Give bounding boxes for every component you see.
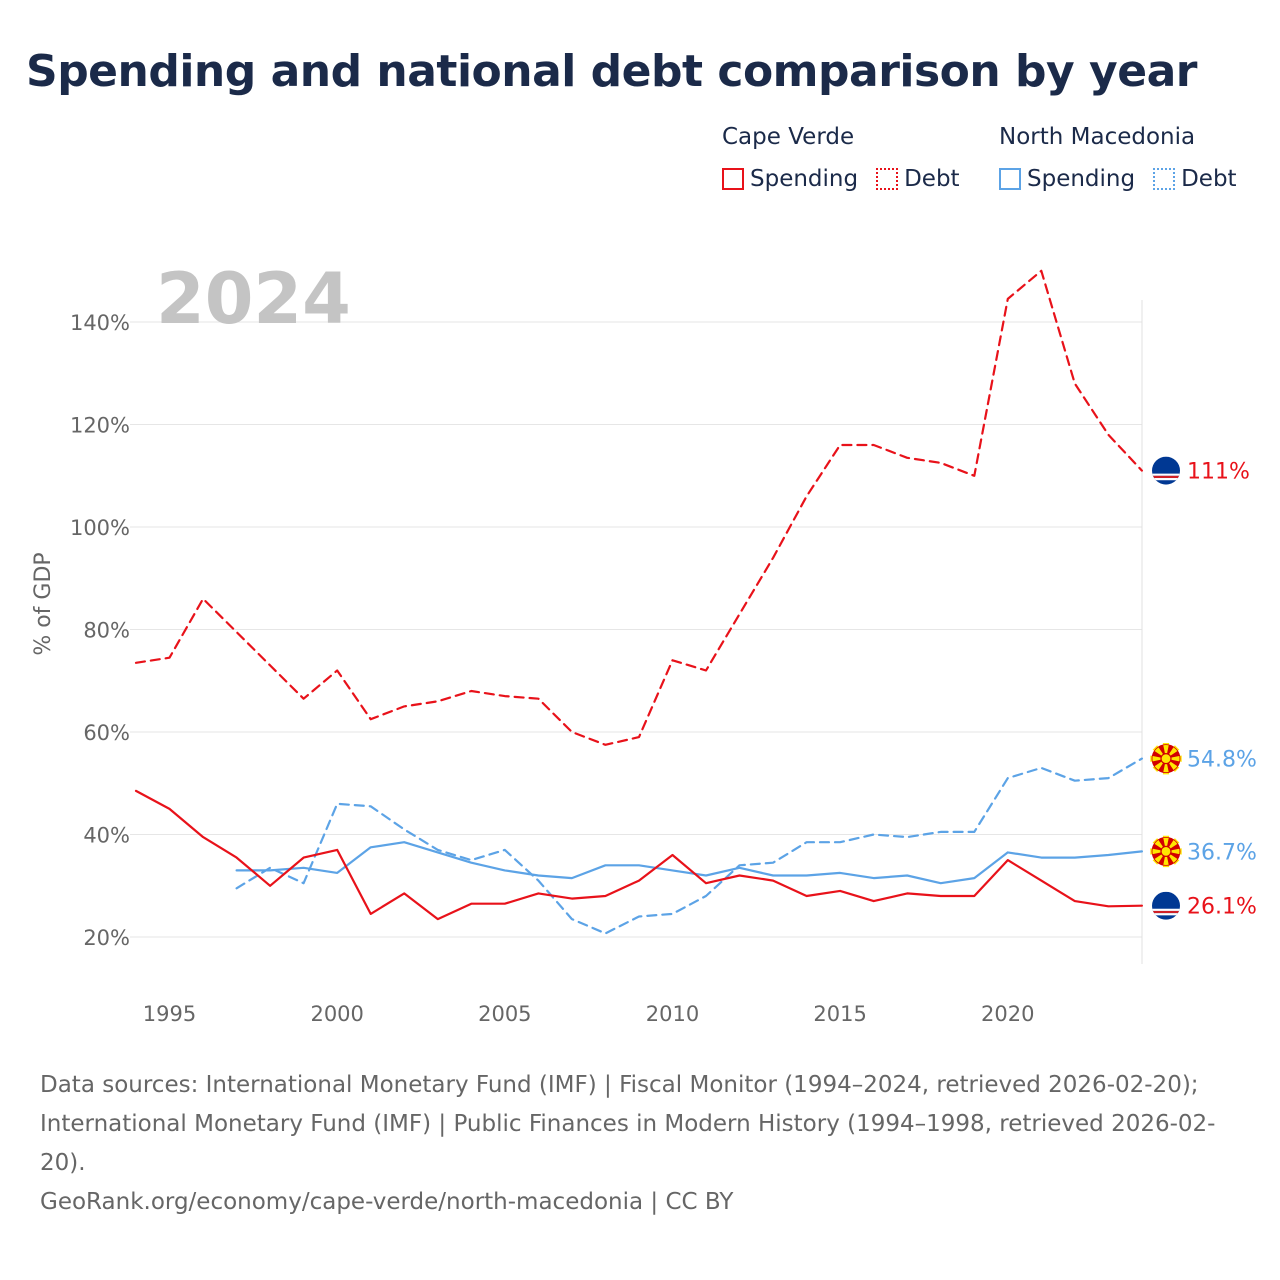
cape-verde-flag-icon: [1152, 456, 1180, 485]
footer: Data sources: International Monetary Fun…: [40, 1066, 1240, 1222]
solid-swatch-icon: [722, 168, 744, 190]
y-axis-label: % of GDP: [31, 552, 56, 655]
x-tick-label: 2020: [981, 1002, 1034, 1026]
series-line-north-macedonia-debt[interactable]: [235, 757, 1144, 935]
legend-item-label: Spending: [750, 166, 859, 192]
dotted-swatch-icon: [876, 168, 899, 190]
credit-link[interactable]: GeoRank.org/economy/cape-verde/north-mac…: [40, 1189, 734, 1215]
solid-swatch-icon: [999, 168, 1021, 190]
north-macedonia-flag-icon: [1150, 742, 1182, 775]
legend-item-label: Spending: [1027, 166, 1136, 192]
y-tick-label: 60%: [83, 721, 130, 745]
x-tick-label: 2000: [310, 1002, 363, 1026]
series-end-label: 26.1%: [1187, 895, 1257, 920]
line-chart: 2024 % of GDP 20% 40% 60% 80% 100% 120% 140% 19…: [31, 258, 1257, 1026]
data-sources-text: Data sources: International Monetary Fun…: [40, 1072, 1216, 1176]
y-tick-label: 140%: [70, 311, 130, 335]
x-tick-label: 1995: [143, 1002, 196, 1026]
y-tick-label: 20%: [83, 926, 130, 950]
series-end-label: 111%: [1187, 460, 1250, 485]
legend-group-cape-verde: Cape Verde Spending Debt: [722, 124, 960, 192]
legend-country-label: Cape Verde: [722, 124, 855, 150]
y-tick-label: 40%: [83, 824, 130, 848]
year-watermark: 2024: [156, 258, 351, 340]
legend-item-cape-verde-debt[interactable]: Debt: [876, 166, 960, 192]
legend-item-cape-verde-spending[interactable]: Spending: [722, 166, 858, 192]
legend-item-label: Debt: [904, 166, 960, 192]
legend-item-north-macedonia-debt[interactable]: Debt: [1153, 166, 1237, 192]
north-macedonia-flag-icon: [1150, 835, 1182, 868]
legend-group-north-macedonia: North Macedonia Spending Debt: [999, 124, 1237, 192]
x-tick-label: 2015: [813, 1002, 866, 1026]
series-line-north-macedonia-spending[interactable]: [235, 841, 1144, 885]
x-tick-label: 2005: [478, 1002, 531, 1026]
series-end-label: 36.7%: [1187, 840, 1257, 865]
chart-title: Spending and national debt comparison by…: [26, 46, 1197, 97]
dotted-swatch-icon: [1153, 168, 1176, 190]
y-tick-label: 80%: [83, 619, 130, 643]
y-tick-label: 120%: [70, 414, 130, 438]
legend-country-label: North Macedonia: [999, 124, 1196, 150]
cape-verde-flag-icon: [1152, 891, 1180, 920]
series-line-cape-verde-spending[interactable]: [134, 789, 1144, 921]
legend-item-label: Debt: [1181, 166, 1237, 192]
x-tick-label: 2010: [646, 1002, 699, 1026]
series-end-label: 54.8%: [1187, 748, 1257, 773]
series-line-cape-verde-debt[interactable]: [134, 269, 1144, 746]
legend-item-north-macedonia-spending[interactable]: Spending: [999, 166, 1135, 192]
y-tick-label: 100%: [70, 516, 130, 540]
